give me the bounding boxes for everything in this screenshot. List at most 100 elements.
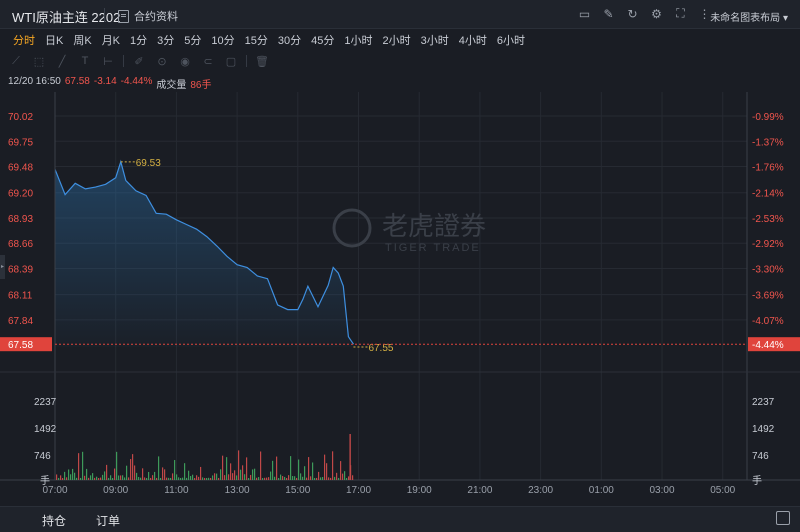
period-1[interactable]: 日K <box>45 35 64 47</box>
price-tick: 68.93 <box>8 214 33 225</box>
volume-bar <box>344 471 346 480</box>
volume-bar <box>304 466 306 480</box>
quote-datetime: 12/20 16:50 <box>8 76 61 87</box>
volume-bar <box>246 457 248 480</box>
volume-bar <box>76 477 78 480</box>
volume-bar <box>278 477 280 480</box>
volume-bar <box>166 477 168 480</box>
price-area <box>55 161 354 347</box>
time-tick: 09:00 <box>103 485 128 496</box>
volume-bar <box>308 457 310 480</box>
volume-bar <box>242 465 244 480</box>
ray-tool-icon[interactable]: ╱ <box>58 55 66 68</box>
time-tick: 01:00 <box>589 485 614 496</box>
volume-bar <box>144 477 146 480</box>
pen-tool-icon[interactable]: ✐ <box>134 55 144 68</box>
screen-icon[interactable]: ▭ <box>578 6 591 21</box>
volume-bar <box>200 466 202 480</box>
volume-bar <box>262 477 264 480</box>
volume-bar <box>90 475 92 480</box>
period-2[interactable]: 周K <box>73 35 92 47</box>
volume-bar <box>182 477 184 480</box>
tab-positions[interactable]: 持仓 <box>42 514 67 528</box>
price-chart[interactable]: 老虎證券 TIGER TRADE 70.02 -0.99% 69.75 -1.37% 6… <box>0 92 800 506</box>
volume-bar <box>80 477 82 480</box>
volume-bar <box>128 477 130 480</box>
volume-bar <box>228 474 230 480</box>
measure-tool-icon[interactable]: ⊢ <box>103 55 113 68</box>
volume-bar <box>270 471 272 480</box>
period-15[interactable]: 6小时 <box>496 35 526 47</box>
volume-bar <box>256 477 258 480</box>
volume-bar <box>164 469 166 480</box>
volume-bar <box>158 456 160 480</box>
volume-bar <box>202 477 204 480</box>
volume-bar <box>192 474 194 480</box>
quote-volume: 86手 <box>190 80 212 91</box>
fullscreen-icon[interactable]: ⛶ <box>676 6 685 20</box>
period-9[interactable]: 30分 <box>277 35 302 47</box>
refresh-icon[interactable]: ↻ <box>627 6 638 21</box>
trash-icon[interactable]: 🗑 <box>255 55 269 68</box>
edit-icon[interactable]: ✎ <box>603 6 614 21</box>
pct-tick: -2.14% <box>752 189 784 200</box>
contract-info-button[interactable]: 合约资料 <box>118 8 178 24</box>
volume-bar <box>174 460 176 480</box>
window-toggle-icon[interactable] <box>776 511 790 525</box>
volume-bar <box>230 463 232 480</box>
volume-bar <box>180 477 182 480</box>
current-price-value: 67.58 <box>8 340 33 351</box>
period-10[interactable]: 45分 <box>311 35 335 47</box>
volume-bar <box>272 460 274 480</box>
period-5[interactable]: 3分 <box>157 35 175 47</box>
volume-bar <box>126 465 128 480</box>
volume-bar <box>100 477 102 480</box>
rect-tool-icon[interactable]: ⬚ <box>33 55 45 68</box>
volume-bar <box>88 477 90 480</box>
period-0[interactable]: 分时 <box>13 35 35 47</box>
period-14[interactable]: 4小时 <box>458 35 487 47</box>
more-icon[interactable]: ⋮ <box>698 6 711 21</box>
lock-icon[interactable]: ⊙ <box>157 55 167 68</box>
period-12[interactable]: 2小时 <box>382 35 411 47</box>
price-tick: 69.48 <box>8 163 33 174</box>
volume-bar <box>224 475 226 480</box>
volume-bar <box>206 477 208 480</box>
period-6[interactable]: 5分 <box>184 35 202 47</box>
layout-name-dropdown[interactable]: 未命名图表布局 ▾ <box>710 9 788 24</box>
document-icon <box>118 9 129 23</box>
price-tick: 67.84 <box>8 316 33 327</box>
line-tool-icon[interactable]: ⟋ <box>12 54 20 67</box>
volume-bar <box>116 451 118 480</box>
volume-bar <box>160 477 162 480</box>
volume-bar <box>96 476 98 480</box>
watermark-cn: 老虎證券 <box>382 211 486 241</box>
pct-tick: -2.53% <box>752 214 784 225</box>
price-tick: 68.39 <box>8 264 33 275</box>
volume-bar <box>162 467 164 480</box>
magnet-icon[interactable]: ⊂ <box>203 55 213 68</box>
volume-bar <box>134 465 136 480</box>
period-13[interactable]: 3小时 <box>420 35 449 47</box>
time-tick: 21:00 <box>467 485 492 496</box>
quote-price: 67.58 <box>64 76 90 87</box>
period-11[interactable]: 1小时 <box>344 35 373 47</box>
tab-orders[interactable]: 订单 <box>96 514 121 528</box>
period-3[interactable]: 月K <box>101 35 121 47</box>
period-8[interactable]: 15分 <box>244 35 268 47</box>
settings-icon[interactable]: ⚙ <box>651 6 662 21</box>
watermark: 老虎證券 TIGER TRADE <box>332 208 486 254</box>
text-tool-icon[interactable]: T <box>81 55 89 67</box>
volume-bar <box>284 476 286 480</box>
layers-icon[interactable]: ▢ <box>225 55 237 68</box>
side-collapse-handle[interactable]: ▸ <box>0 255 5 279</box>
volume-bar <box>352 475 354 480</box>
period-4[interactable]: 1分 <box>130 35 148 47</box>
eye-icon[interactable]: ◉ <box>180 55 190 68</box>
period-7[interactable]: 10分 <box>211 35 235 47</box>
volume-bar <box>58 477 60 480</box>
instrument-title: WTI原油主连 2202 <box>12 10 121 25</box>
tool-divider <box>123 55 124 67</box>
volume-bar <box>198 476 200 480</box>
quote-change-pct: -4.44% <box>120 76 153 87</box>
